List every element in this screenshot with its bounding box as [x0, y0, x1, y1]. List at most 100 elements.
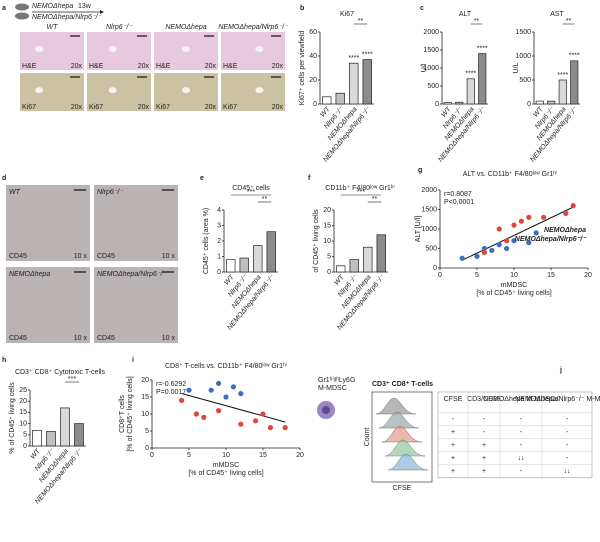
- y-tick-label: 20: [323, 207, 331, 214]
- y-tick-label: 20: [141, 377, 149, 384]
- y-tick-label: 4: [217, 207, 221, 214]
- bar: [60, 407, 70, 447]
- significance-label: ***: [68, 376, 76, 383]
- y-tick-label: 500: [427, 83, 439, 90]
- data-point: [260, 411, 266, 417]
- y-tick-label: 20: [309, 77, 317, 84]
- y-tick-label: 60: [309, 29, 317, 36]
- data-point: [186, 387, 192, 393]
- panel-letter: h: [2, 357, 6, 364]
- table-cell: -: [566, 429, 569, 436]
- y-tick-label: 500: [519, 77, 531, 84]
- y-tick-label: 0: [145, 445, 149, 452]
- y-tick-label: 10: [141, 411, 149, 418]
- y-axis-label: CD45⁺ cells (area %): [203, 208, 210, 274]
- y-tick-label: 15: [323, 222, 331, 229]
- y-tick-label: 5: [145, 428, 149, 435]
- y-tick-label: 20: [19, 398, 27, 405]
- data-point: [208, 387, 214, 393]
- y-axis-label: ALT [U/l]: [415, 216, 422, 243]
- bar: [570, 60, 579, 105]
- data-point: [511, 238, 517, 244]
- significance-label: ***: [357, 189, 365, 196]
- chart-title: Ki67: [340, 11, 354, 18]
- y-axis-label: of CD45⁺ living cells: [313, 209, 320, 273]
- histogram-curve: [387, 453, 429, 471]
- panel-letter: d: [2, 175, 6, 182]
- y-tick-label: 0: [23, 443, 27, 450]
- magnification-label: 20x: [272, 63, 284, 70]
- data-point: [223, 394, 229, 400]
- statistics-label: r=0.8087: [444, 191, 472, 198]
- histology-image: [221, 32, 285, 70]
- stain-label: H&E: [22, 63, 37, 70]
- bar: [349, 62, 359, 105]
- data-point: [253, 418, 259, 424]
- data-point: [193, 411, 199, 417]
- cohort-label: NEMOΔhepa/Nlrp6⁻/⁻: [32, 14, 103, 21]
- panel-letter: g: [418, 167, 422, 174]
- table-header: NEMOΔhepa/Nlrp6⁻/⁻ M-MDSCs: [515, 396, 600, 403]
- cell-label: M-MDSC: [318, 385, 347, 392]
- data-point: [230, 384, 236, 390]
- table-cell: +: [451, 442, 455, 449]
- bar: [466, 78, 475, 105]
- magnification-label: 20x: [138, 63, 150, 70]
- data-point: [518, 218, 525, 224]
- data-point: [481, 249, 487, 255]
- table-cell: -: [520, 442, 523, 449]
- y-tick-label: 0: [433, 265, 437, 272]
- panel-letter: j: [559, 367, 562, 374]
- bar: [226, 259, 236, 273]
- mouse-icon: [15, 3, 29, 11]
- y-tick-label: 10: [323, 238, 331, 245]
- bar: [32, 429, 42, 447]
- y-tick-label: 40: [309, 53, 317, 60]
- panel-letter: i: [132, 357, 134, 364]
- data-point: [216, 408, 222, 414]
- x-axis-label: [% of CD45⁺ living cells]: [188, 470, 263, 477]
- histology-image: [221, 73, 285, 111]
- x-axis-label: mMDSC: [213, 462, 239, 469]
- y-axis-label: Ki67⁺ cells per viewfield: [299, 31, 306, 106]
- table-cell: -: [566, 442, 569, 449]
- table-cell: +: [482, 455, 486, 462]
- table-cell: -: [452, 416, 455, 423]
- y-tick-label: 0: [217, 269, 221, 276]
- column-label: NEMOΔhepa/Nlrp6⁻/⁻: [218, 24, 289, 31]
- y-tick-label: 1: [217, 253, 221, 260]
- regression-line: [181, 393, 286, 423]
- histology-image: [6, 185, 90, 261]
- y-axis-label: [% of CD45⁺ living cells]: [127, 376, 134, 451]
- table-cell: -: [566, 455, 569, 462]
- data-point: [504, 238, 510, 244]
- data-point: [541, 214, 547, 220]
- chart-title: CD45⁺ cells: [232, 185, 270, 192]
- bar: [336, 265, 346, 273]
- stain-label: H&E: [156, 63, 171, 70]
- panel-letter: c: [420, 5, 424, 12]
- y-tick-label: 15: [141, 394, 149, 401]
- significance-label: ****: [348, 55, 359, 62]
- duration-label: 13w: [78, 3, 92, 10]
- x-axis-label: mMDSC: [501, 282, 527, 289]
- x-tick-label: 5: [475, 272, 479, 279]
- legend-entry: NEMOΔhepa: [544, 227, 586, 234]
- y-axis-label: U/l: [421, 63, 428, 72]
- table-frame: [437, 391, 593, 479]
- stain-label: Ki67: [89, 104, 103, 111]
- vessel: [108, 87, 117, 94]
- y-tick-label: 1500: [515, 29, 531, 36]
- x-tick-label: 20: [584, 272, 592, 279]
- y-tick-label: 1000: [515, 53, 531, 60]
- y-tick-label: 1500: [421, 206, 437, 213]
- y-tick-label: 0: [527, 101, 531, 108]
- bar: [266, 231, 276, 273]
- arrow-head: [100, 10, 104, 14]
- y-tick-label: 0: [313, 101, 317, 108]
- y-axis-label: % of CD45⁺ living cells: [9, 382, 16, 454]
- data-point: [179, 397, 185, 403]
- stain-label: H&E: [89, 63, 104, 70]
- y-tick-label: 0: [327, 269, 331, 276]
